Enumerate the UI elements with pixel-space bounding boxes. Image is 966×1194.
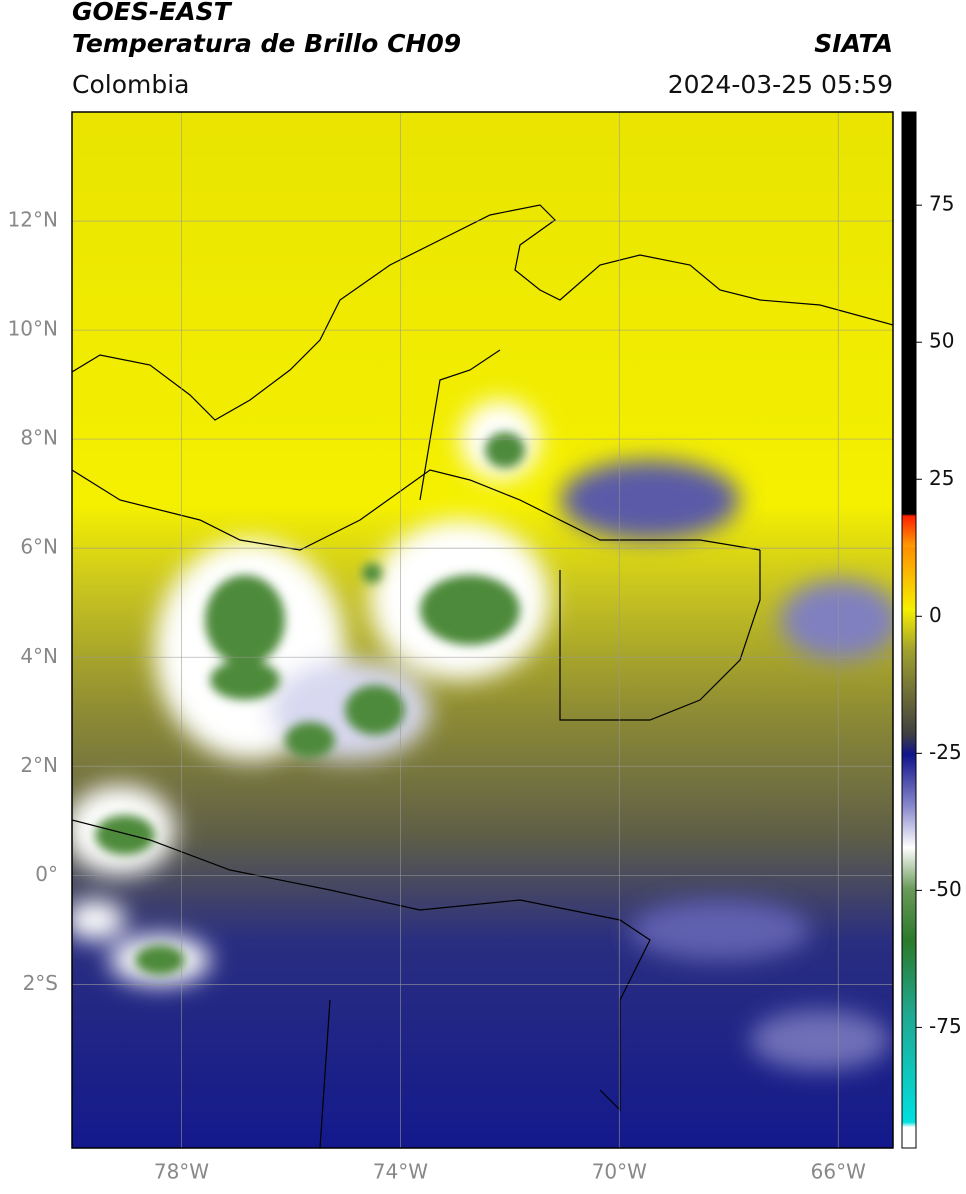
lon-tick-label: 70°W — [592, 1160, 647, 1184]
region: Colombia — [72, 70, 189, 99]
lon-tick-label: 66°W — [811, 1160, 866, 1184]
colorbar-tick-label: -50 — [929, 877, 962, 901]
lat-tick-label: 8°N — [20, 426, 58, 450]
colorbar-tick-label: 50 — [929, 329, 954, 353]
datetime: 2024-03-25 05:59 — [668, 70, 893, 99]
lat-tick-label: 0° — [35, 862, 58, 886]
colorbar-tick-label: 75 — [929, 192, 954, 216]
graticule — [72, 112, 893, 1148]
source: SIATA — [814, 29, 893, 58]
lat-tick-label: 12°N — [8, 208, 58, 232]
colorbar-tick-label: -25 — [929, 740, 962, 764]
colorbar-tick-label: 25 — [929, 466, 954, 490]
colorbar-tick-label: 0 — [929, 603, 942, 627]
map-frame — [71, 111, 894, 1149]
colorbar-tick-label: -75 — [929, 1014, 962, 1038]
lat-tick-label: 10°N — [8, 317, 58, 341]
lon-tick-label: 74°W — [373, 1160, 428, 1184]
lat-tick-label: 2°S — [23, 971, 58, 995]
lat-tick-label: 4°N — [20, 644, 58, 668]
colorbar-ticks: 75 50 25 0 -25 -50 -75 — [916, 192, 962, 1038]
imagery — [72, 112, 893, 1148]
colorbar — [901, 111, 917, 1149]
subtitle: Temperatura de Brillo CH09 — [72, 29, 461, 58]
lon-tick-label: 78°W — [154, 1160, 209, 1184]
title: GOES-EAST — [72, 0, 233, 26]
lat-tick-label: 6°N — [20, 535, 58, 559]
lat-tick-label: 2°N — [20, 753, 58, 777]
